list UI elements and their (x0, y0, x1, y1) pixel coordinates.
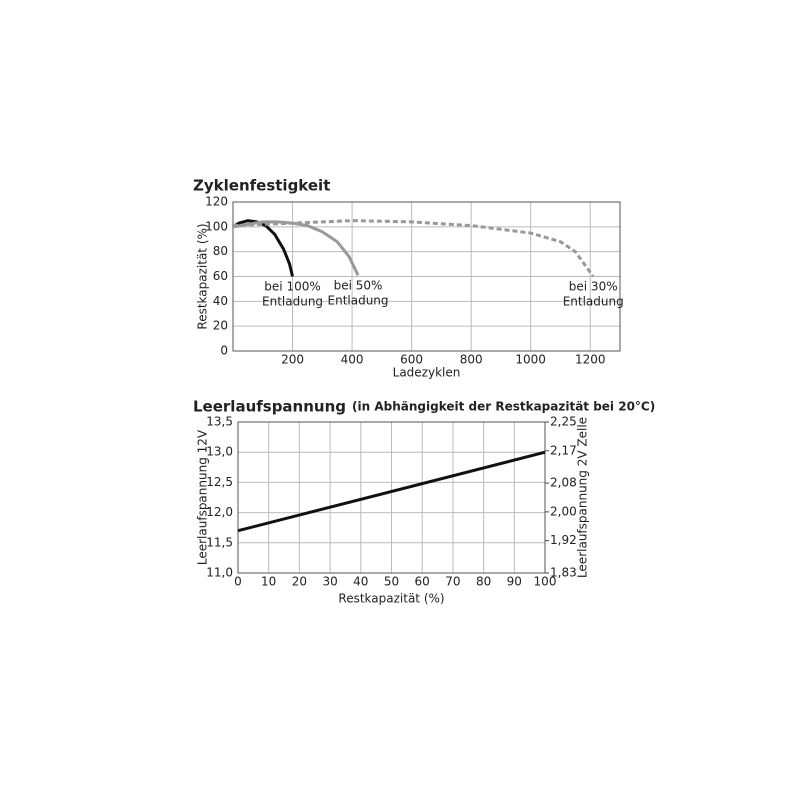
x-tick-label: 90 (507, 575, 522, 589)
x-tick-label: 100 (534, 575, 557, 589)
y-axis-label: Restkapazität (%) (196, 223, 210, 329)
y-tick-label: 20 (213, 319, 228, 333)
x-tick-label: 200 (281, 353, 304, 367)
x-tick-label: 0 (234, 575, 242, 589)
y-tick-label: 13,0 (206, 445, 233, 459)
x-tick-label: 20 (292, 575, 307, 589)
y2-tick-label: 2,25 (550, 415, 577, 429)
series-label: bei 30% Entladung (563, 279, 624, 308)
y-tick-label: 80 (213, 244, 228, 258)
y2-tick-label: 1,92 (550, 533, 577, 547)
y2-tick-label: 2,08 (550, 476, 577, 490)
y2-tick-label: 2,00 (550, 504, 577, 518)
y2-tick-label: 2,17 (550, 443, 577, 457)
y2-tick-label: 1,83 (550, 566, 577, 580)
y-tick-label: 0 (220, 344, 228, 358)
x-tick-label: 1000 (515, 353, 546, 367)
y-tick-label: 100 (205, 219, 228, 233)
plot-frame (237, 421, 546, 574)
y-tick-label: 40 (213, 294, 228, 308)
y-tick-label: 11,0 (206, 566, 233, 580)
y2-axis-label: Leerlaufspannung 2V Zelle (576, 417, 590, 578)
x-tick-label: 60 (415, 575, 430, 589)
plot-frame (232, 201, 621, 352)
y-tick-label: 12,5 (206, 475, 233, 489)
x-tick-label: 10 (261, 575, 276, 589)
y-axis-label: Leerlaufspannung 12V (196, 429, 210, 565)
x-tick-label: 30 (322, 575, 337, 589)
x-axis-label: Restkapazität (%) (338, 592, 444, 606)
chart-title: Zyklenfestigkeit (193, 177, 330, 195)
x-tick-label: 800 (460, 353, 483, 367)
x-tick-label: 40 (353, 575, 368, 589)
series-label: bei 50% Entladung (328, 278, 389, 307)
y-tick-label: 12,0 (206, 505, 233, 519)
series-line (232, 220, 360, 276)
x-tick-label: 1200 (575, 353, 606, 367)
series-line (232, 219, 595, 278)
y-tick-label: 60 (213, 269, 228, 283)
chart-subtitle: (in Abhängigkeit der Restkapazität bei 2… (352, 400, 655, 414)
x-tick-label: 600 (400, 353, 423, 367)
chart-title: Leerlaufspannung (193, 398, 346, 416)
series-line (237, 450, 546, 533)
x-tick-label: 70 (445, 575, 460, 589)
x-tick-label: 50 (384, 575, 399, 589)
y-tick-label: 120 (205, 195, 228, 209)
y-tick-label: 11,5 (206, 535, 233, 549)
y-tick-label: 13,5 (206, 415, 233, 429)
x-axis-label: Ladezyklen (393, 366, 461, 380)
x-tick-label: 80 (476, 575, 491, 589)
x-tick-label: 400 (341, 353, 364, 367)
series-label: bei 100% Entladung (262, 279, 323, 308)
